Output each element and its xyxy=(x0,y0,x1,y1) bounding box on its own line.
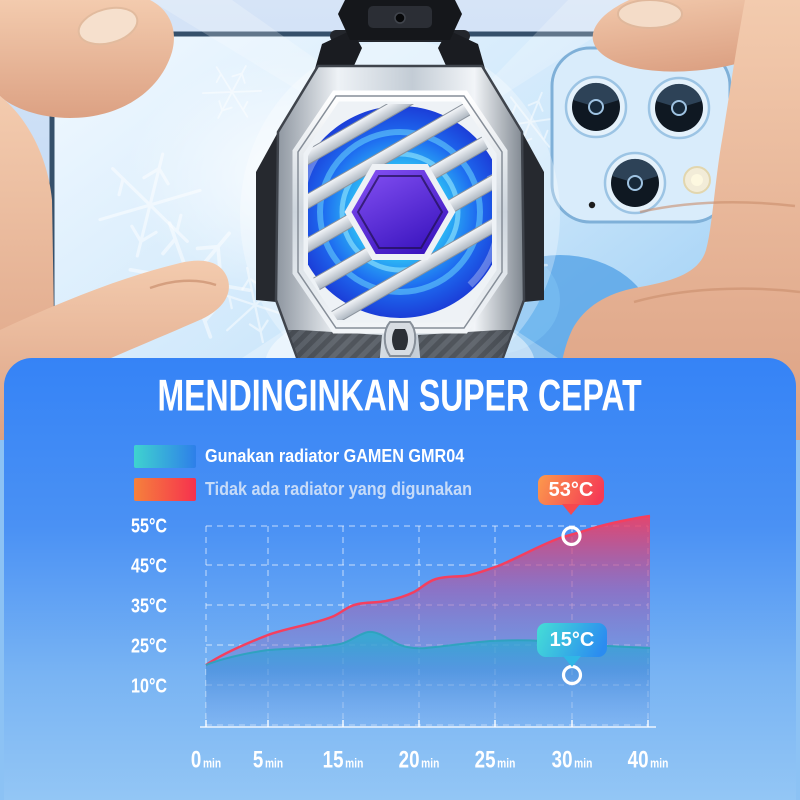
x-tick-15min: 15 min xyxy=(322,745,364,773)
mic-hole xyxy=(588,201,596,209)
camera-lens xyxy=(647,76,711,140)
section-title: MENDINGINKAN SUPER CEPAT xyxy=(157,371,643,421)
right-hand xyxy=(558,0,800,440)
camera-module xyxy=(550,46,732,224)
y-tick-35: 35°C xyxy=(131,595,168,618)
legend-swatch-no-radiator xyxy=(134,478,196,501)
x-tick-40min: 40 min xyxy=(627,745,669,773)
x-tick-25min: 25 min xyxy=(474,745,516,773)
hero-photo xyxy=(0,0,800,440)
x-tick-30min: 30 min xyxy=(551,745,593,773)
info-panel xyxy=(4,358,796,800)
x-tick-20min: 20 min xyxy=(398,745,440,773)
fingernail xyxy=(77,6,139,46)
legend-label-no-radiator: Tidak ada radiator yang digunakan xyxy=(205,479,473,499)
left-thumb xyxy=(0,260,229,440)
annotation-53c-badge: 53°C xyxy=(538,475,604,505)
cooler-device xyxy=(256,0,544,440)
camera-lens xyxy=(603,151,667,215)
camera-lens xyxy=(564,75,628,139)
y-tick-55: 55°C xyxy=(131,515,168,538)
left-hand xyxy=(0,0,229,440)
legend-swatch-with-radiator xyxy=(134,445,196,468)
fan-hex-core xyxy=(344,164,456,260)
x-tick-5min: 5 min xyxy=(252,745,284,773)
y-tick-45: 45°C xyxy=(131,555,168,578)
legend-label-with-radiator: Gunakan radiator GAMEN GMR04 xyxy=(205,446,465,466)
x-tick-0min: 0 min xyxy=(190,745,222,773)
y-tick-25: 25°C xyxy=(131,635,168,658)
fingernail xyxy=(617,0,683,29)
annotation-15c-badge: 15°C xyxy=(537,623,607,657)
y-tick-10: 10°C xyxy=(131,675,168,698)
bottom-buckle xyxy=(383,321,417,357)
